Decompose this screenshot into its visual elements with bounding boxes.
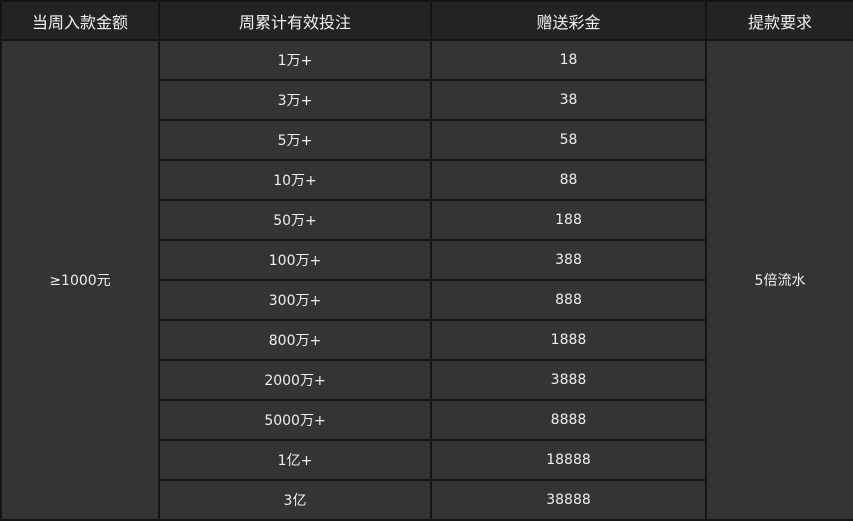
bonus-cell: 88 bbox=[430, 159, 707, 201]
bet-cell: 2000万+ bbox=[158, 359, 432, 401]
table-row: 800万+ 1888 bbox=[1, 319, 853, 361]
bet-cell: 300万+ bbox=[158, 279, 432, 321]
table-row: 3亿 38888 bbox=[1, 479, 853, 521]
header-bet: 周累计有效投注 bbox=[158, 0, 432, 41]
table-row: 1亿+ 18888 bbox=[1, 439, 853, 481]
bet-cell: 3万+ bbox=[158, 79, 432, 121]
bonus-cell: 188 bbox=[430, 199, 707, 241]
bonus-cell: 18 bbox=[430, 39, 707, 81]
bonus-cell: 38 bbox=[430, 79, 707, 121]
header-row: 当周入款金额 周累计有效投注 赠送彩金 提款要求 bbox=[0, 0, 853, 41]
header-requirement: 提款要求 bbox=[705, 0, 853, 41]
bet-cell: 1万+ bbox=[158, 39, 432, 81]
table-row: 10万+ 88 bbox=[1, 159, 853, 201]
header-bonus: 赠送彩金 bbox=[430, 0, 707, 41]
bet-cell: 5万+ bbox=[158, 119, 432, 161]
bonus-cell: 888 bbox=[430, 279, 707, 321]
bonus-cell: 8888 bbox=[430, 399, 707, 441]
bet-cell: 5000万+ bbox=[158, 399, 432, 441]
bet-cell: 10万+ bbox=[158, 159, 432, 201]
bonus-cell: 388 bbox=[430, 239, 707, 281]
bet-cell: 100万+ bbox=[158, 239, 432, 281]
bonus-cell: 58 bbox=[430, 119, 707, 161]
bet-cell: 800万+ bbox=[158, 319, 432, 361]
bonus-cell: 38888 bbox=[430, 479, 707, 521]
bet-cell: 1亿+ bbox=[158, 439, 432, 481]
bet-cell: 50万+ bbox=[158, 199, 432, 241]
table-row: 50万+ 188 bbox=[1, 199, 853, 241]
table-row: ≥1000元 1万+ 18 5倍流水 bbox=[0, 39, 853, 521]
table-row: 2000万+ 3888 bbox=[1, 359, 853, 401]
table-row: 3万+ 38 bbox=[1, 79, 853, 121]
bonus-cell: 18888 bbox=[430, 439, 707, 481]
bet-cell: 3亿 bbox=[158, 479, 432, 521]
requirement-cell: 5倍流水 bbox=[705, 39, 853, 521]
table-row: 300万+ 888 bbox=[1, 279, 853, 321]
table-row: 5000万+ 8888 bbox=[1, 399, 853, 441]
bonus-cell: 1888 bbox=[430, 319, 707, 361]
deposit-cell: ≥1000元 bbox=[0, 39, 160, 521]
table-row: 5万+ 58 bbox=[1, 119, 853, 161]
table-row: 100万+ 388 bbox=[1, 239, 853, 281]
bonus-cell: 3888 bbox=[430, 359, 707, 401]
header-deposit: 当周入款金额 bbox=[0, 0, 160, 41]
